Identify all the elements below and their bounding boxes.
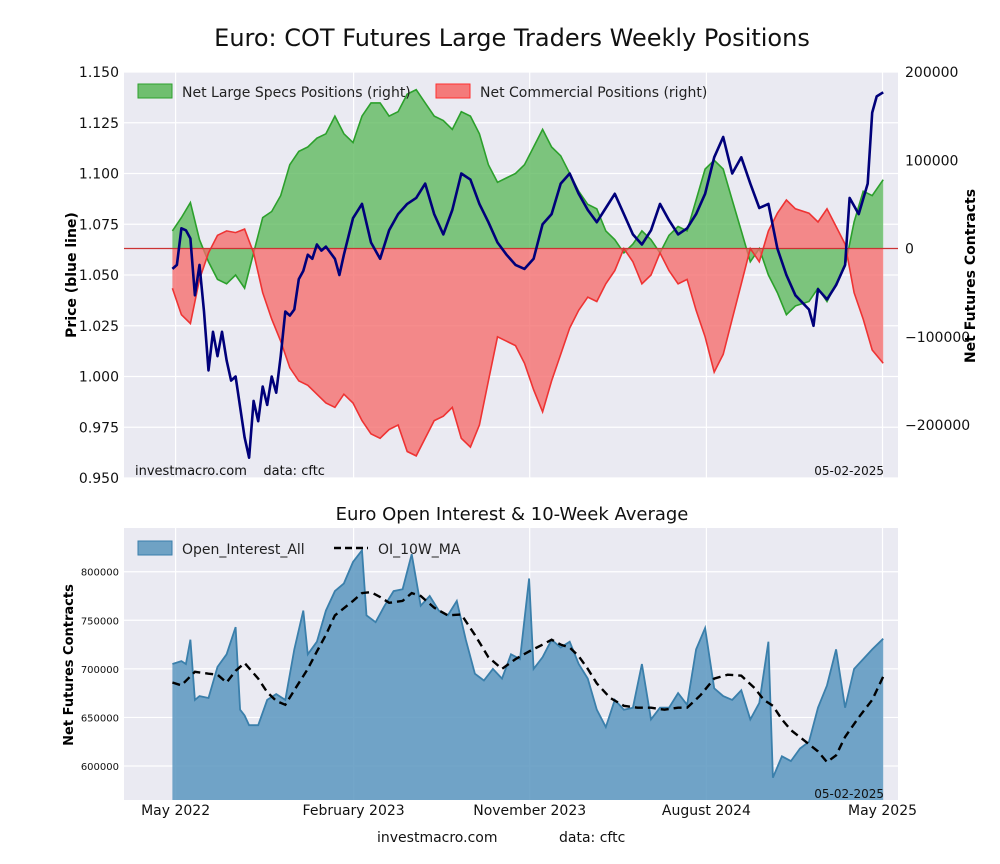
legend-swatch-open-interest (137, 540, 173, 556)
oi-tick-label-1: 750000 (81, 616, 119, 627)
figure-title: Euro: COT Futures Large Traders Weekly P… (214, 24, 810, 52)
positions-source-note: investmacro.com data: cftc (135, 464, 325, 479)
price-line (171, 91, 884, 459)
date-axis-ticks: May 2022 February 2023 November 2023 August… (141, 803, 917, 819)
legend-label-open-interest: Open_Interest_All (182, 542, 305, 558)
net-large-specs-area (172, 89, 884, 315)
oi-tick-label-4: 600000 (81, 762, 119, 773)
net-contracts-tick-label-4: −200000 (905, 418, 970, 434)
price-axis-label: Price (blue line) (64, 212, 80, 338)
price-line-group (171, 91, 884, 459)
date-tick-label-2: November 2023 (473, 803, 586, 819)
legend-swatch-specs (137, 83, 173, 99)
positions-panel: 1.150 1.125 1.100 1.075 1.050 1.025 1.000 0.975… (64, 65, 979, 487)
net-contracts-axis-label: Net Futures Contracts (963, 189, 979, 363)
positions-date-note: 05-02-2025 (814, 464, 884, 478)
open-interest-series (172, 547, 885, 800)
legend-label-ma: OI_10W_MA (378, 542, 461, 558)
open-interest-edge (172, 547, 884, 779)
oi-tick-label-0: 800000 (81, 568, 119, 579)
open-interest-date-note: 05-02-2025 (814, 787, 884, 801)
price-axis-ticks: 1.150 1.125 1.100 1.075 1.050 1.025 1.000 0.975… (79, 65, 119, 487)
price-tick-label-7: 0.975 (79, 420, 119, 436)
date-tick-label-4: May 2025 (848, 803, 917, 819)
price-tick-label-8: 0.950 (79, 471, 119, 487)
positions-areas (171, 88, 884, 457)
legend-swatch-commercial (435, 83, 471, 99)
net-commercial-area-edge (171, 198, 884, 457)
net-contracts-tick-label-0: 200000 (905, 65, 958, 81)
net-contracts-tick-label-1: 100000 (905, 153, 958, 169)
price-tick-label-0: 1.150 (79, 65, 119, 81)
open-interest-legend: Open_Interest_All OI_10W_MA (137, 540, 461, 558)
open-interest-title: Euro Open Interest & 10-Week Average (336, 504, 689, 525)
oi-10w-ma-line (172, 590, 885, 764)
oi-tick-label-2: 700000 (81, 665, 119, 676)
open-interest-axis-label: Net Futures Contracts (62, 584, 77, 746)
price-tick-label-5: 1.025 (79, 319, 119, 335)
price-tick-label-4: 1.050 (79, 268, 119, 284)
price-tick-label-2: 1.100 (79, 167, 119, 183)
legend-label-specs: Net Large Specs Positions (right) (182, 85, 411, 101)
net-commercial-area (172, 200, 884, 456)
price-tick-label-6: 1.000 (79, 370, 119, 386)
date-tick-label-1: February 2023 (303, 803, 405, 819)
price-tick-label-1: 1.125 (79, 116, 119, 132)
footer-data: data: cftc (559, 830, 625, 846)
positions-legend: Net Large Specs Positions (right) Net Co… (137, 83, 707, 101)
net-contracts-tick-label-2: 0 (905, 242, 914, 258)
date-tick-label-3: August 2024 (662, 803, 751, 819)
open-interest-axis-ticks: 800000 750000 700000 650000 600000 (81, 568, 119, 773)
oi-tick-label-3: 650000 (81, 713, 119, 724)
net-contracts-axis-ticks: 200000 100000 0 −100000 −200000 (905, 65, 970, 434)
price-tick-label-3: 1.075 (79, 217, 119, 233)
open-interest-area (172, 550, 884, 800)
legend-label-commercial: Net Commercial Positions (right) (480, 85, 707, 101)
date-tick-label-0: May 2022 (141, 803, 210, 819)
net-contracts-tick-label-3: −100000 (905, 330, 970, 346)
open-interest-panel: Euro Open Interest & 10-Week Average 800… (62, 504, 917, 819)
footer-site: investmacro.com (377, 830, 497, 846)
